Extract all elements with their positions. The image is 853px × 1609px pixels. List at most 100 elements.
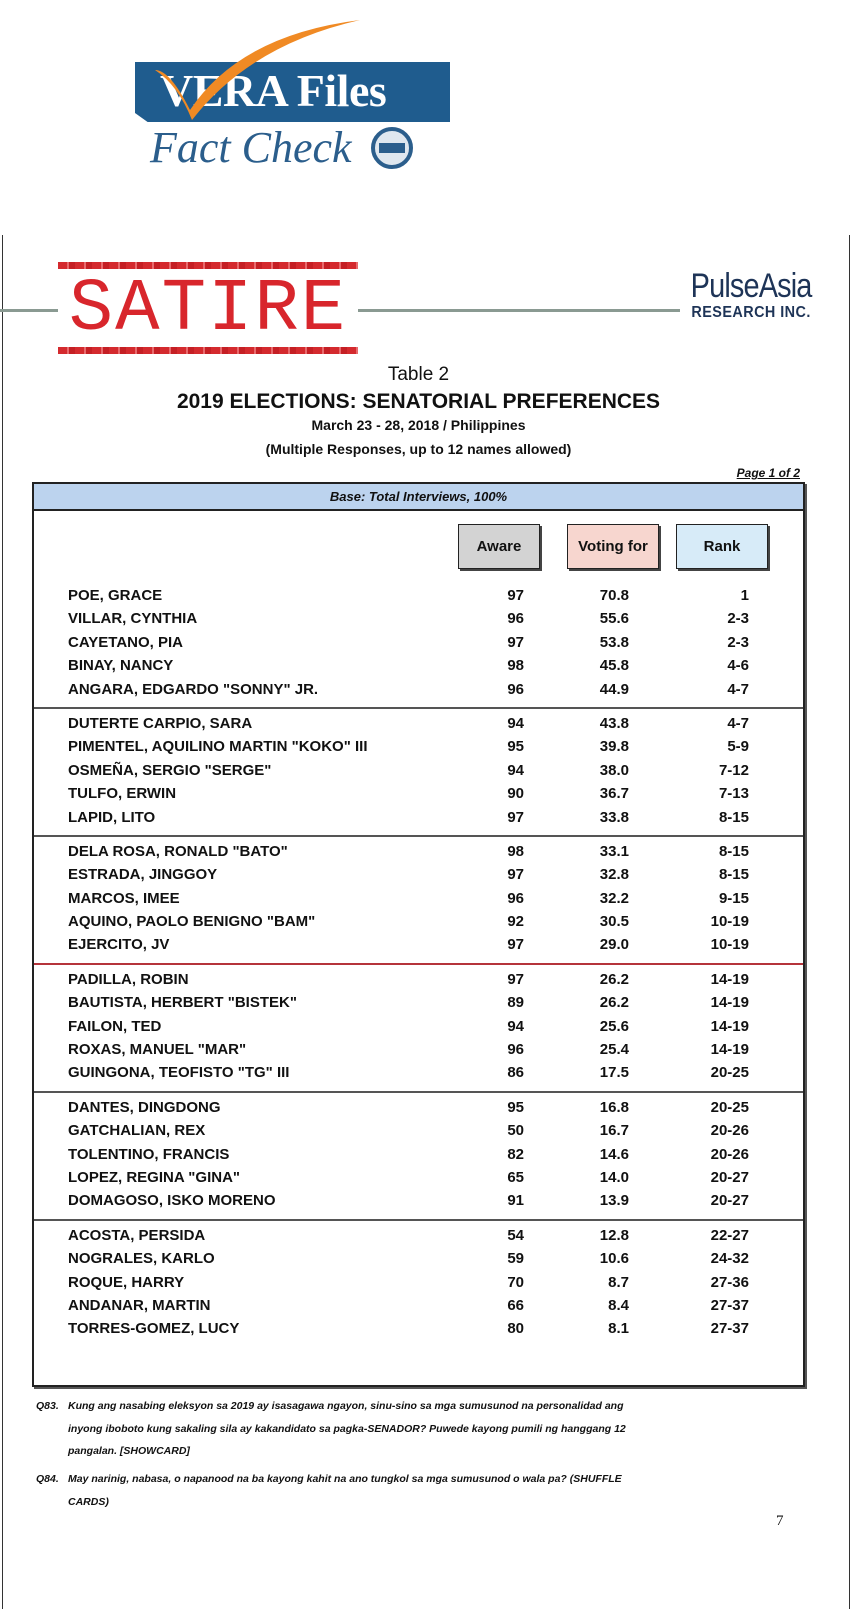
row-group: DUTERTE CARPIO, SARA 94 43.8 4-7 PIMENTEL, A… (34, 709, 803, 837)
aware-value: 91 (507, 1192, 524, 1210)
row-group: PADILLA, ROBIN 97 26.2 14-19 BAUTISTA, HERBE… (34, 965, 803, 1093)
candidate-name: ANDANAR, MARTIN (68, 1296, 211, 1314)
table-row: FAILON, TED 94 25.6 14-19 (34, 1015, 803, 1038)
aware-value: 97 (507, 633, 524, 651)
rank-value: 4-7 (727, 680, 749, 698)
voting-for-value: 39.8 (599, 738, 629, 756)
voting-for-value: 8.7 (608, 1273, 629, 1291)
aware-value: 96 (507, 680, 524, 698)
voting-for-value: 25.6 (599, 1017, 629, 1035)
voting-for-value: 14.6 (599, 1145, 629, 1163)
rank-value: 14-19 (710, 1017, 749, 1035)
row-group: ACOSTA, PERSIDA 54 12.8 22-27 NOGRALES, KARL… (34, 1221, 803, 1347)
voting-for-value: 25.4 (599, 1041, 629, 1059)
voting-for-value: 8.1 (608, 1320, 629, 1338)
rank-value: 8-15 (718, 866, 749, 884)
candidate-name: LOPEZ, REGINA "GINA" (68, 1168, 241, 1186)
aware-value: 97 (507, 587, 524, 604)
candidate-name: DELA ROSA, RONALD "BATO" (68, 842, 288, 860)
checkmark-icon (155, 20, 360, 120)
candidate-name: EJERCITO, JV (68, 936, 170, 954)
column-header-aware: Aware (458, 524, 540, 569)
aware-value: 59 (507, 1250, 524, 1268)
base-header: Base: Total Interviews, 100% (34, 484, 803, 511)
rank-value: 24-32 (710, 1250, 749, 1268)
page-number: 7 (776, 1513, 784, 1529)
header-rule (358, 309, 680, 312)
rank-value: 20-25 (710, 1064, 749, 1082)
satire-stamp: SATIRE (58, 262, 358, 354)
candidate-name: ROQUE, HARRY (68, 1273, 185, 1291)
aware-value: 96 (507, 610, 524, 628)
footnote-label: Q84. (36, 1473, 59, 1485)
footnote-label: Q83. (36, 1400, 59, 1412)
row-group: DELA ROSA, RONALD "BATO" 98 33.1 8-15 ESTRAD… (34, 837, 803, 965)
table-row: VILLAR, CYNTHIA 96 55.6 2-3 (34, 607, 803, 630)
candidate-name: BINAY, NANCY (68, 657, 174, 675)
voting-for-value: 12.8 (599, 1226, 629, 1244)
table-body: POE, GRACE 97 70.8 1 VILLAR, CYNTHIA 96 55.6 2-… (34, 581, 803, 1347)
footnote-q83: Q83. Kung ang nasabing eleksyon sa 2019 … (36, 1395, 658, 1463)
aware-value: 96 (507, 1041, 524, 1059)
vera-files-banner (135, 62, 450, 122)
table-row: DELA ROSA, RONALD "BATO" 98 33.1 8-15 (34, 840, 803, 863)
rank-value: 14-19 (710, 994, 749, 1012)
aware-value: 86 (507, 1064, 524, 1082)
candidate-name: DANTES, DINGDONG (68, 1098, 221, 1116)
table-row: NOGRALES, KARLO 59 10.6 24-32 (34, 1247, 803, 1270)
table-row: ANDANAR, MARTIN 66 8.4 27-37 (34, 1294, 803, 1317)
candidate-name: FAILON, TED (68, 1017, 162, 1035)
aware-value: 90 (507, 785, 524, 803)
rank-value: 7-13 (718, 785, 749, 803)
table-row: MARCOS, IMEE 96 32.2 9-15 (34, 887, 803, 910)
candidate-name: ACOSTA, PERSIDA (68, 1226, 206, 1244)
voting-for-value: 53.8 (599, 633, 629, 651)
candidate-name: CAYETANO, PIA (68, 633, 184, 651)
candidate-name: PIMENTEL, AQUILINO MARTIN "KOKO" III (68, 738, 368, 756)
table-row: TULFO, ERWIN 90 36.7 7-13 (34, 782, 803, 805)
table-row: DANTES, DINGDONG 95 16.8 20-25 (34, 1096, 803, 1119)
table-row: ROQUE, HARRY 70 8.7 27-36 (34, 1271, 803, 1294)
rank-value: 14-19 (710, 970, 749, 988)
candidate-name: TULFO, ERWIN (68, 785, 177, 803)
rank-value: 10-19 (710, 936, 749, 954)
candidate-name: DOMAGOSO, ISKO MORENO (68, 1192, 276, 1210)
table-row: LOPEZ, REGINA "GINA" 65 14.0 20-27 (34, 1166, 803, 1189)
seal-icon (371, 127, 413, 169)
rank-value: 14-19 (710, 1041, 749, 1059)
voting-for-value: 14.0 (599, 1168, 629, 1186)
aware-value: 98 (507, 842, 524, 860)
candidate-name: TORRES-GOMEZ, LUCY (68, 1320, 240, 1338)
rank-value: 10-19 (710, 913, 749, 931)
candidate-name: GATCHALIAN, REX (68, 1122, 206, 1140)
preferences-table: Base: Total Interviews, 100% Aware Votin… (32, 482, 805, 1387)
voting-for-value: 32.8 (599, 866, 629, 884)
table-row: ESTRADA, JINGGOY 97 32.8 8-15 (34, 863, 803, 886)
rank-value: 20-27 (710, 1168, 749, 1186)
rank-value: 22-27 (710, 1226, 749, 1244)
table-row: BAUTISTA, HERBERT "BISTEK" 89 26.2 14-19 (34, 991, 803, 1014)
voting-for-value: 70.8 (599, 587, 629, 604)
candidate-name: POE, GRACE (68, 587, 163, 604)
voting-for-value: 43.8 (599, 714, 629, 732)
table-row: EJERCITO, JV 97 29.0 10-19 (34, 933, 803, 956)
aware-value: 54 (507, 1226, 524, 1244)
candidate-name: MARCOS, IMEE (68, 889, 180, 907)
rank-value: 8-15 (718, 842, 749, 860)
aware-value: 82 (507, 1145, 524, 1163)
document-page (2, 235, 850, 1609)
voting-for-value: 8.4 (608, 1296, 629, 1314)
rank-value: 9-15 (718, 889, 749, 907)
rank-value: 1 (740, 587, 749, 604)
aware-value: 94 (507, 1017, 524, 1035)
candidate-name: DUTERTE CARPIO, SARA (68, 714, 253, 732)
rank-value: 20-26 (710, 1122, 749, 1140)
aware-value: 92 (507, 913, 524, 931)
rank-value: 8-15 (718, 808, 749, 826)
pulse-asia-name: PulseAsia (690, 267, 813, 305)
table-row: ACOSTA, PERSIDA 54 12.8 22-27 (34, 1224, 803, 1247)
voting-for-value: 30.5 (599, 913, 629, 931)
pulse-asia-sub: RESEARCH INC. (691, 304, 811, 321)
voting-for-value: 32.2 (599, 889, 629, 907)
aware-value: 98 (507, 657, 524, 675)
